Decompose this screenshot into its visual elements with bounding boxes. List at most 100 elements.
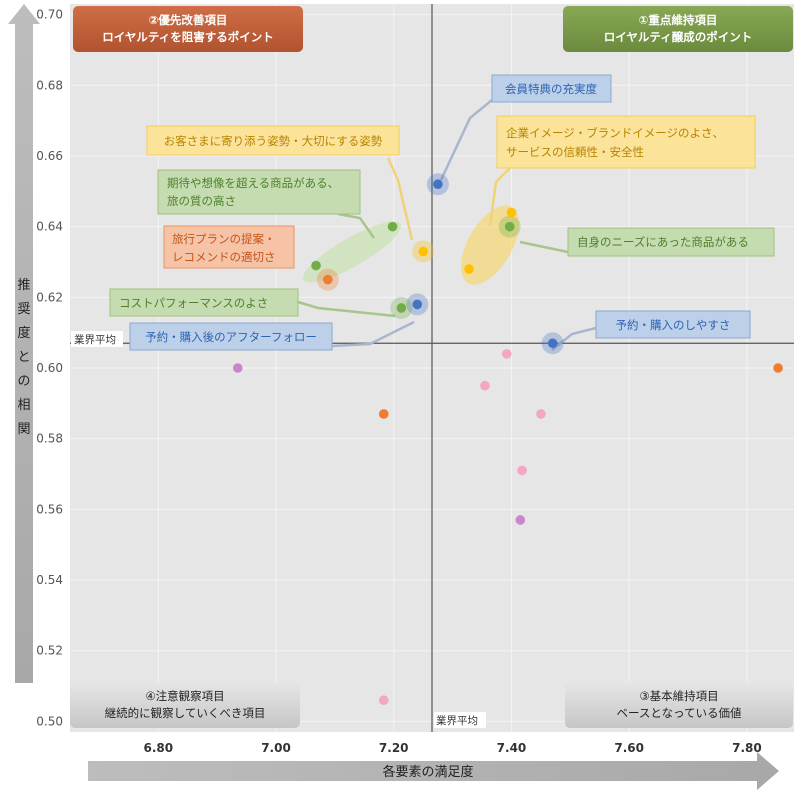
quadrant-2-line2: ロイヤルティを阻害するポイント [102,30,273,44]
connector-matching-needs [519,240,569,254]
annotation-hospitality: お客さまに寄り添う姿勢・大切にする姿勢 [164,134,383,148]
data-point-3 [412,299,423,310]
quadrant-3-box [565,682,793,728]
y-tick-label: 0.58 [36,432,63,446]
annotation-after-followup-box [129,322,333,351]
annotation-hospitality-box [146,125,400,156]
data-point-17 [480,380,490,391]
data-point-2 [547,338,558,349]
quadrant-4-box [70,682,300,728]
quadrant-1-line1: ①重点維持項目 [639,13,718,27]
y-tick-label: 0.60 [36,361,63,375]
annotation-booking-ease: 予約・購入のしやすさ [616,318,731,332]
annotations: 会員特典の充実度 お客さまに寄り添う姿勢・大切にする姿勢 企業イメージ・ブランド… [109,74,775,351]
y-axis-title-char: 度 [17,325,30,341]
x-tick-label: 7.80 [732,741,762,755]
x-axis-title: 各要素の満足度 [382,764,473,780]
annotation-matching-needs: 自身のニーズにあった商品がある [577,235,749,249]
y-axis-title-char: 推 [17,278,30,293]
data-point-10 [464,264,474,274]
y-tick-label: 0.66 [36,149,63,163]
x-tick-label: 6.80 [143,741,173,755]
quadrant-1-box [563,6,793,52]
quadrant-2-box [73,6,303,52]
x-axis-arrow: 各要素の満足度 [88,752,779,790]
annotation-exceeding-box [157,169,361,215]
y-tick-label: 0.64 [36,220,63,234]
data-point-12 [232,363,243,373]
quadrant-3-line2: ベースとなっている価値 [616,706,742,720]
y-tick-label: 0.70 [36,8,63,22]
data-point-13 [515,515,526,525]
x-tick-label: 7.00 [261,741,291,755]
industry-average-y-label: 業界平均 [74,333,116,346]
annotation-exceeding-line1: 期待や想像を超える商品がある、 [167,176,339,190]
connector-after-followup [331,320,415,348]
y-axis-title-char: の [17,374,30,389]
annotation-after-followup: 予約・購入後のアフターフォロー [145,330,317,344]
data-point-1 [433,179,443,190]
highlight-ellipse-gold [460,205,520,285]
annotation-corporate-image-box [496,115,756,169]
quadrant-3-line1: ③基本維持項目 [639,689,718,703]
quadrant-labels: ②優先改善項目 ロイヤルティを阻害するポイント ①重点維持項目 ロイヤルティ醸成… [70,6,793,728]
quadrant-4-line2: 継続的に観察していくべき項目 [105,706,266,720]
x-tick-label: 7.20 [379,741,409,755]
data-point-11 [418,246,428,257]
y-axis-title-char: 奨 [17,302,30,317]
annotation-exceeding-line2: 旅の質の高さ [167,194,236,208]
y-tick-label: 0.50 [36,714,63,728]
y-axis-ticks: 0.70 0.68 0.66 0.64 0.62 0.60 0.58 0.56 0.54 0.52… [36,8,63,729]
highlight-ellipse-green [303,221,401,283]
data-point-16 [501,349,512,359]
industry-average-x-label-bg [434,712,486,728]
data-point-20 [378,695,389,705]
annotation-cost-performance-box [109,288,299,317]
y-tick-label: 0.56 [36,502,63,516]
connector-cost-performance [297,300,396,318]
x-axis-arrow-shape [88,752,779,790]
data-point-7 [311,260,321,271]
connector-booking-ease [551,326,597,351]
annotation-corporate-image-line1: 企業イメージ・ブランドイメージのよさ、 [506,126,724,140]
annotation-corporate-image-line2: サービスの信頼性・安全性 [506,145,644,159]
y-axis-title-char: と [17,350,30,365]
data-point-6 [387,221,398,232]
y-tick-label: 0.68 [36,78,63,92]
annotation-plan-suggestion-line2: レコメンドの適切さ [172,250,276,264]
data-points [232,173,783,705]
connector-hospitality [386,157,414,241]
x-tick-label: 7.60 [614,741,644,755]
highlight-ellipses [303,205,520,285]
annotation-member-benefits: 会員特典の充実度 [505,82,597,96]
y-tick-label: 0.62 [36,290,63,304]
data-point-4 [504,221,515,232]
connector-exceeding [337,212,376,239]
y-axis-title-char: 関 [17,422,30,437]
data-point-19 [517,465,527,476]
data-point-9 [506,207,517,218]
industry-average-y-label-bg [71,331,123,347]
y-axis-arrow-shape [8,4,40,683]
data-point-8 [323,274,333,285]
x-axis-ticks: 6.80 7.00 7.20 7.40 7.60 7.80 [143,741,761,755]
y-axis-title-char: 相 [17,398,30,413]
connector-member-benefits [439,99,493,181]
data-point-14 [378,409,389,419]
y-tick-label: 0.54 [36,573,63,587]
data-point-15 [773,363,783,373]
quadrant-2-line1: ②優先改善項目 [149,13,228,27]
y-tick-label: 0.52 [36,644,63,658]
data-point-18 [536,409,546,419]
industry-average-x-label: 業界平均 [436,714,478,727]
connector-corporate-image [488,167,511,227]
quadrant-1-line2: ロイヤルティ醸成のポイント [604,30,752,44]
annotation-plan-suggestion-line1: 旅行プランの提案・ [172,232,276,246]
quadrant-4-line1: ④注意観察項目 [145,689,224,703]
annotation-cost-performance: コストパフォーマンスのよさ [119,296,268,310]
x-tick-label: 7.40 [497,741,527,755]
annotation-matching-needs-box [567,227,775,257]
